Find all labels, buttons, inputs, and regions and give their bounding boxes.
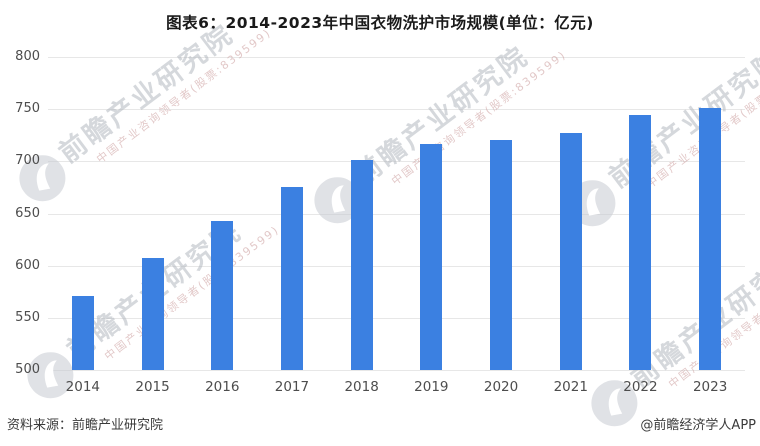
bar-2021 <box>559 133 582 370</box>
x-tick-2023: 2023 <box>692 379 728 395</box>
x-tick-2020: 2020 <box>483 379 519 395</box>
y-tick-650: 650 <box>15 205 40 221</box>
x-tick-2022: 2022 <box>623 379 658 395</box>
y-tick-600: 600 <box>15 257 40 273</box>
y-tick-500: 500 <box>15 362 40 377</box>
x-tick-2021: 2021 <box>553 379 588 395</box>
x-tick-2014: 2014 <box>65 379 101 395</box>
x-tick-2017: 2017 <box>274 379 310 395</box>
gridline-700 <box>48 161 745 163</box>
x-tick-2018: 2018 <box>344 379 379 395</box>
bar-2016 <box>211 220 234 370</box>
gridline-600 <box>48 265 745 267</box>
gridline-500 <box>48 370 745 371</box>
gridline-750 <box>48 109 745 111</box>
bar-2015 <box>141 258 164 370</box>
y-tick-550: 550 <box>15 309 40 325</box>
x-tick-2016: 2016 <box>205 379 240 395</box>
bar-2022 <box>629 115 652 370</box>
gridline-800 <box>48 57 745 58</box>
x-tick-2019: 2019 <box>414 379 449 395</box>
bar-2014 <box>71 295 94 370</box>
gridline-550 <box>48 317 745 319</box>
credit-note: @前瞻经济学人APP <box>640 418 756 433</box>
y-tick-700: 700 <box>15 153 40 169</box>
y-tick-750: 750 <box>15 101 40 117</box>
source-note: 资料来源：前瞻产业研究院 <box>7 418 164 433</box>
bar-2018 <box>350 160 373 370</box>
chart-title: 图表6：2014-2023年中国衣物洗护市场规模(单位：亿元) <box>166 14 594 32</box>
y-tick-800: 800 <box>15 49 40 64</box>
bar-2019 <box>420 143 443 370</box>
bar-2023 <box>699 108 722 370</box>
bar-2020 <box>490 140 513 370</box>
bar-2017 <box>280 187 303 370</box>
x-tick-2015: 2015 <box>135 379 170 395</box>
gridline-650 <box>48 213 745 215</box>
